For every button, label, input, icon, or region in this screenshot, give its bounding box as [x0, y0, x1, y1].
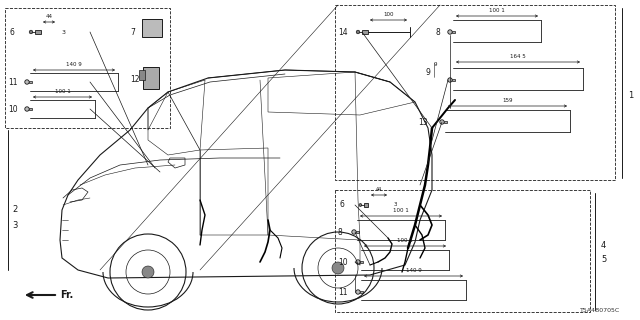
Circle shape — [359, 204, 362, 206]
Text: 100 1: 100 1 — [397, 238, 413, 243]
Text: 13: 13 — [418, 118, 428, 127]
Text: 6: 6 — [340, 200, 345, 209]
Text: 100 1: 100 1 — [489, 8, 505, 13]
Bar — [362, 30, 368, 34]
Bar — [364, 204, 369, 207]
Bar — [360, 291, 363, 293]
Circle shape — [356, 290, 360, 294]
Text: 44: 44 — [45, 14, 52, 19]
Text: 12: 12 — [130, 75, 140, 84]
Text: 14: 14 — [338, 28, 348, 37]
Text: 10: 10 — [8, 105, 18, 114]
Text: 100 1: 100 1 — [54, 89, 70, 94]
FancyBboxPatch shape — [142, 19, 162, 37]
Circle shape — [448, 30, 452, 34]
Bar — [452, 31, 455, 33]
Circle shape — [25, 107, 29, 111]
Text: 4: 4 — [601, 241, 606, 250]
Text: 3: 3 — [394, 203, 397, 207]
Bar — [29, 81, 32, 83]
Circle shape — [440, 120, 444, 124]
Bar — [335, 5, 615, 180]
Text: Fr.: Fr. — [60, 290, 73, 300]
Text: 100 1: 100 1 — [393, 208, 409, 213]
Circle shape — [356, 260, 360, 264]
Text: 11: 11 — [338, 288, 348, 297]
Bar — [444, 121, 447, 123]
Circle shape — [332, 262, 344, 274]
Circle shape — [25, 80, 29, 84]
Text: 11: 11 — [8, 78, 17, 87]
Text: 5: 5 — [601, 255, 606, 265]
Text: 8: 8 — [435, 28, 440, 37]
Circle shape — [352, 230, 356, 234]
Text: 2: 2 — [12, 205, 17, 214]
Bar — [5, 8, 170, 128]
Circle shape — [142, 266, 154, 278]
Bar — [29, 108, 32, 110]
Bar — [335, 190, 590, 312]
Circle shape — [448, 78, 452, 82]
Text: 140 9: 140 9 — [66, 62, 82, 67]
Bar — [35, 30, 41, 34]
Text: 100: 100 — [383, 12, 394, 17]
Text: 9: 9 — [425, 68, 430, 77]
Text: 3: 3 — [62, 29, 66, 35]
Text: 7: 7 — [130, 28, 135, 37]
Text: 6: 6 — [10, 28, 15, 37]
Bar — [356, 231, 359, 233]
Text: 159: 159 — [502, 98, 513, 103]
Text: 10: 10 — [338, 258, 348, 267]
Text: 140 9: 140 9 — [406, 268, 421, 273]
Circle shape — [29, 30, 33, 34]
Text: 1: 1 — [628, 91, 633, 100]
Bar — [139, 70, 145, 80]
Circle shape — [356, 30, 360, 34]
Text: 9: 9 — [434, 62, 438, 67]
Bar — [452, 79, 455, 81]
Text: T5A4B0705C: T5A4B0705C — [580, 308, 620, 313]
Text: 164 5: 164 5 — [510, 54, 526, 59]
Bar — [143, 67, 159, 89]
Text: 44: 44 — [376, 187, 382, 192]
Bar — [360, 261, 363, 263]
Text: 3: 3 — [12, 220, 17, 229]
Text: 8: 8 — [338, 228, 343, 237]
